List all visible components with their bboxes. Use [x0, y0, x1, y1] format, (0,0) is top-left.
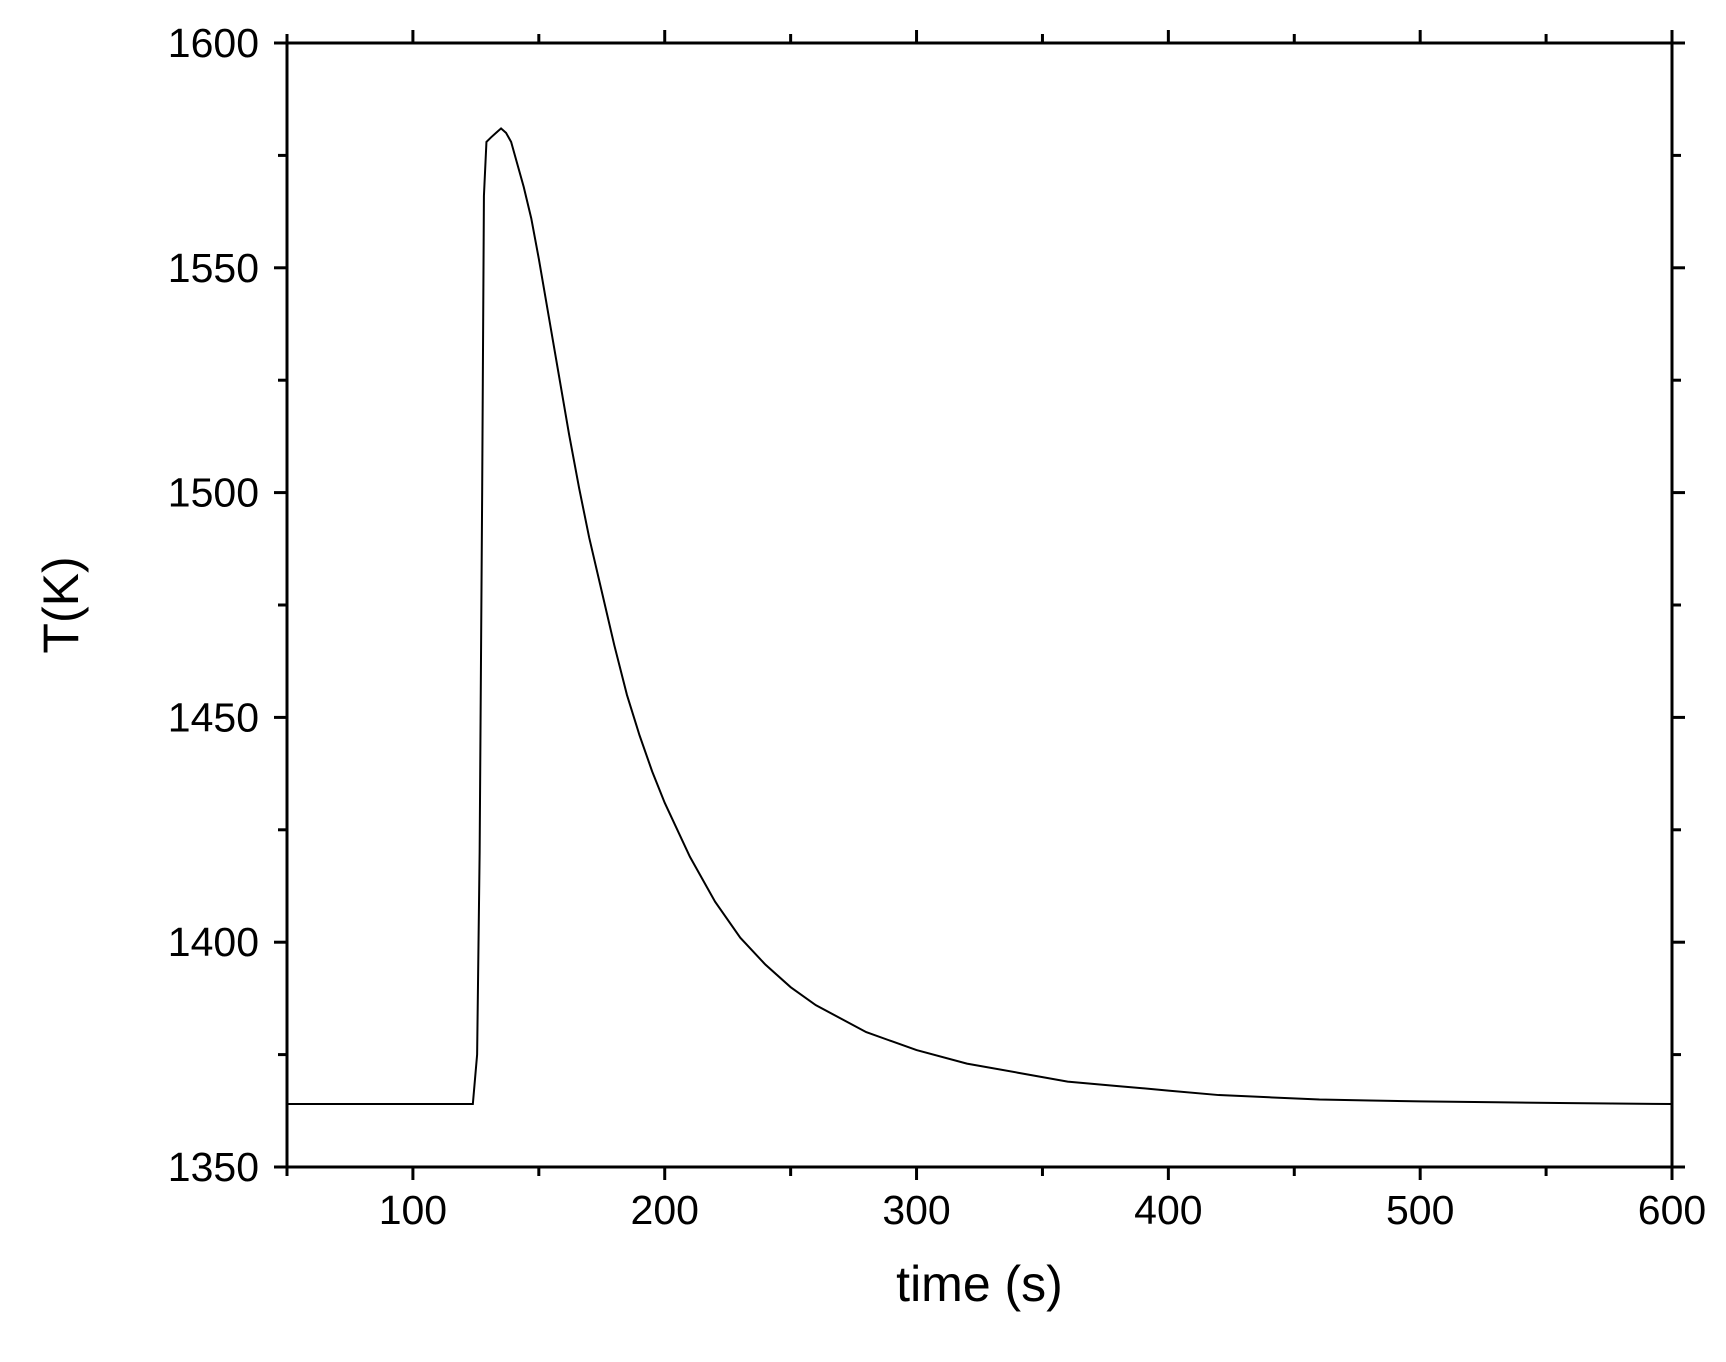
x-tick-label: 100 — [379, 1187, 447, 1233]
plot-frame — [285, 41, 1674, 1169]
y-axis-title: T(K) — [33, 556, 89, 653]
series-line — [287, 127, 1673, 1106]
x-tick-label: 300 — [882, 1187, 950, 1233]
y-tick-label: 1600 — [168, 20, 259, 66]
minor-ticks — [278, 34, 1681, 1176]
x-tick-labels: 100 200 300 400 500 600 — [379, 1187, 1707, 1233]
y-tick-label: 1550 — [168, 245, 259, 291]
y-tick-label: 1400 — [168, 919, 259, 965]
x-axis-title: time (s) — [896, 1256, 1063, 1312]
y-tick-label: 1450 — [168, 694, 259, 740]
y-tick-label: 1500 — [168, 470, 259, 516]
x-tick-label: 500 — [1386, 1187, 1454, 1233]
y-tick-labels: 1350 1400 1450 1500 1550 1600 — [168, 20, 259, 1190]
y-tick-label: 1350 — [168, 1144, 259, 1190]
x-tick-label: 400 — [1134, 1187, 1202, 1233]
x-tick-label: 200 — [631, 1187, 699, 1233]
x-tick-label: 600 — [1638, 1187, 1706, 1233]
major-ticks — [274, 30, 1685, 1180]
